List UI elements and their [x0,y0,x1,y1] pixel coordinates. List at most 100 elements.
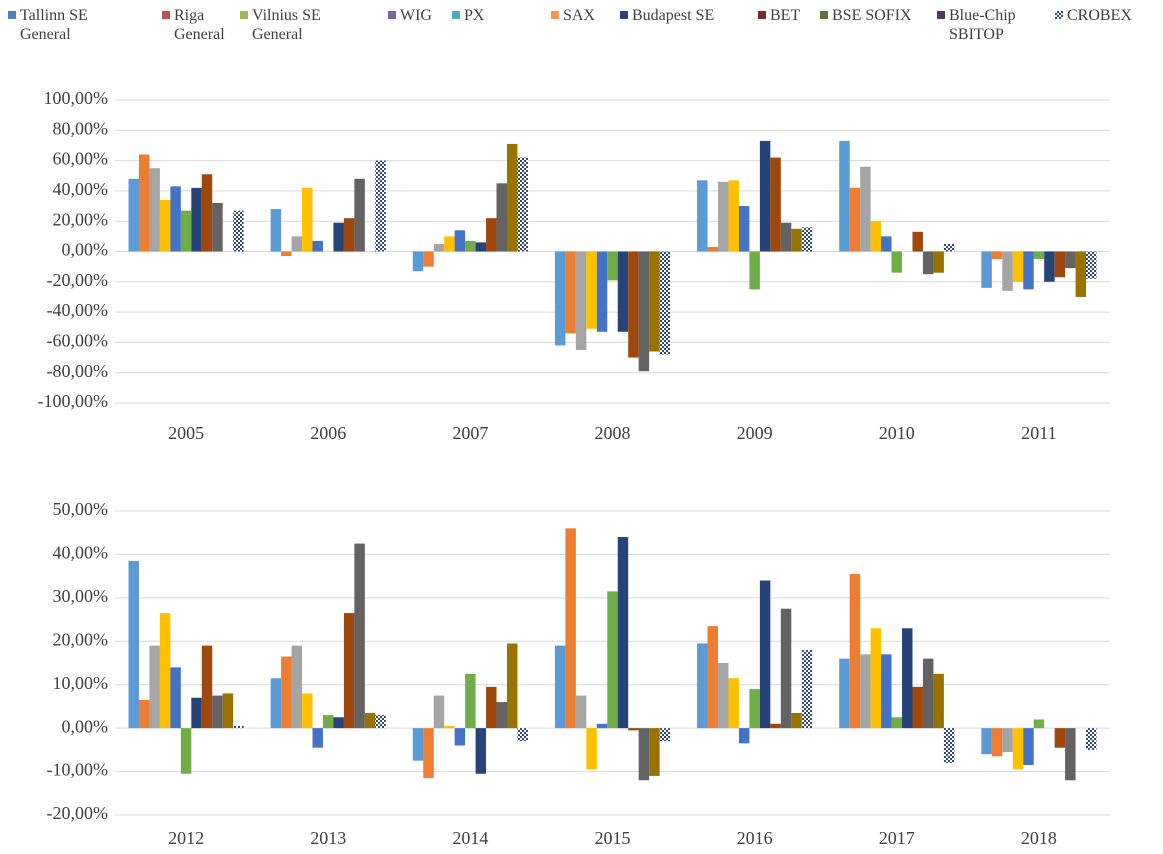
bar [138,699,150,729]
bar [659,251,671,355]
bar [1002,251,1013,291]
bar [506,643,518,729]
bar [433,243,445,252]
bar [302,693,313,729]
bar [943,243,955,252]
bar [1012,251,1024,282]
x-tick-label: 2007 [452,423,488,443]
legend-item: Tallinn SE General [8,6,130,44]
x-tick-label: 2014 [452,828,488,848]
bar [638,728,650,781]
bar [354,543,365,729]
legend-label: PX [464,7,485,24]
bar [233,210,244,252]
legend-item: Blue-Chip SBITOP [937,6,1054,44]
bar [302,187,313,252]
bar [881,236,892,252]
y-tick-label: 30,00% [53,586,109,606]
bar [281,656,292,729]
bar [270,678,282,729]
legend-item: Riga General [162,6,250,44]
bar [1075,251,1087,297]
bar [201,174,213,252]
bar [291,645,303,729]
bar [718,181,729,252]
bar [149,168,160,252]
bar [1033,719,1045,729]
bar [596,723,608,729]
legend-label: Vilnius SE General [252,7,321,43]
y-tick-label: 40,00% [53,179,109,199]
bar [1065,728,1076,781]
legend-item: Budapest SE [620,6,762,25]
bar [649,251,660,352]
legend-label: Tallinn SE General [20,7,88,43]
bar [1012,728,1024,770]
bar [364,712,376,729]
bar [1023,251,1034,290]
bar [617,251,629,332]
bar [333,222,344,252]
bar [554,645,566,729]
y-tick-label: -100,00% [38,391,109,411]
legend-label: SAX [563,7,596,24]
bar [991,728,1003,757]
legend-marker [620,11,628,19]
bar [191,697,202,729]
bar [638,251,650,372]
bar [607,591,618,729]
legend-marker [452,11,460,19]
bar [475,728,487,774]
legend-marker [240,11,248,19]
legend-item: Vilnius SE General [240,6,367,44]
bar [423,728,434,779]
bar [496,183,507,252]
bar [738,206,750,252]
bar [749,689,760,729]
bar [312,240,323,252]
bar [517,728,528,742]
y-tick-label: -20,00% [47,803,109,823]
bar [586,251,597,329]
bar [465,240,476,252]
bar [780,222,792,252]
bar [759,580,771,729]
bar [412,251,424,272]
bar [554,251,566,346]
x-tick-label: 2016 [737,828,773,848]
bar [607,251,618,281]
bar [791,228,802,252]
bar [801,649,813,729]
bar [517,157,528,252]
bar [201,645,213,729]
bar [454,728,466,746]
bar [270,209,282,252]
x-tick-label: 2008 [595,423,631,443]
bar [454,230,466,252]
bar [191,187,202,252]
legend-marker [162,11,170,19]
bar [933,251,944,273]
bar [312,728,323,748]
bar [912,231,923,252]
bar [697,180,708,252]
bar [1044,251,1055,282]
bar [1054,728,1066,748]
y-tick-label: 20,00% [53,629,109,649]
bar [1033,251,1045,260]
bar [891,717,903,729]
bar [860,654,871,729]
legend-marker [758,11,766,19]
bar [981,251,992,288]
bar [506,143,518,252]
bar [586,728,597,770]
legend-label: CROBEX [1067,7,1132,24]
y-tick-label: 0,00% [62,716,109,736]
bar [444,236,455,252]
bar [343,218,355,252]
bar [433,695,445,729]
bar [1065,251,1076,269]
legend-label: Blue-Chip SBITOP [949,7,1016,43]
y-tick-label: -60,00% [47,331,109,351]
